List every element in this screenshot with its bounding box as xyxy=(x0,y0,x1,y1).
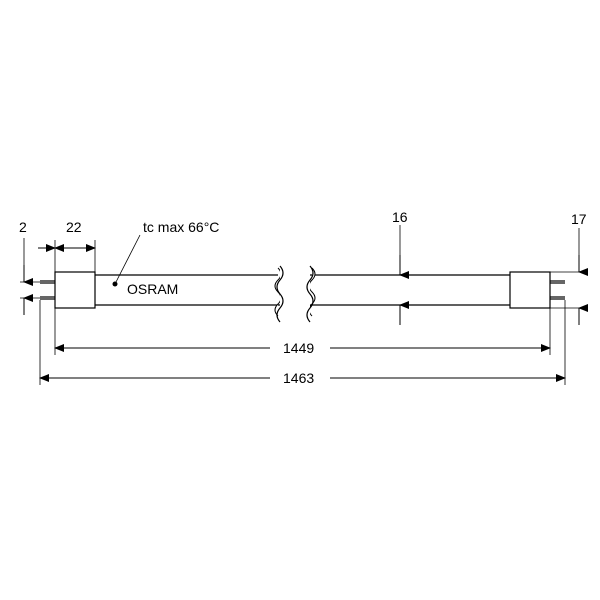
tc-label: tc max 66°C xyxy=(143,219,219,235)
right-cap xyxy=(510,272,550,308)
dim-tube-diameter: 16 xyxy=(392,209,408,325)
tube-dimension-diagram: OSRAM tc max 66°C 2 22 16 17 xyxy=(0,0,600,600)
dim-tube-diameter-value: 16 xyxy=(392,209,408,225)
dim-length-pins-value: 1449 xyxy=(283,340,314,356)
dim-cap-diameter-value: 17 xyxy=(571,211,587,227)
dim-length-total-value: 1463 xyxy=(283,370,314,386)
dim-cap-diameter: 17 xyxy=(550,211,587,325)
dim-pin-gap: 2 xyxy=(19,219,40,315)
brand-label: OSRAM xyxy=(127,281,178,297)
dim-pin-gap-value: 2 xyxy=(19,219,27,235)
left-cap xyxy=(55,272,95,308)
dim-cap-depth: 22 xyxy=(38,219,95,275)
dim-cap-depth-value: 22 xyxy=(66,219,82,235)
